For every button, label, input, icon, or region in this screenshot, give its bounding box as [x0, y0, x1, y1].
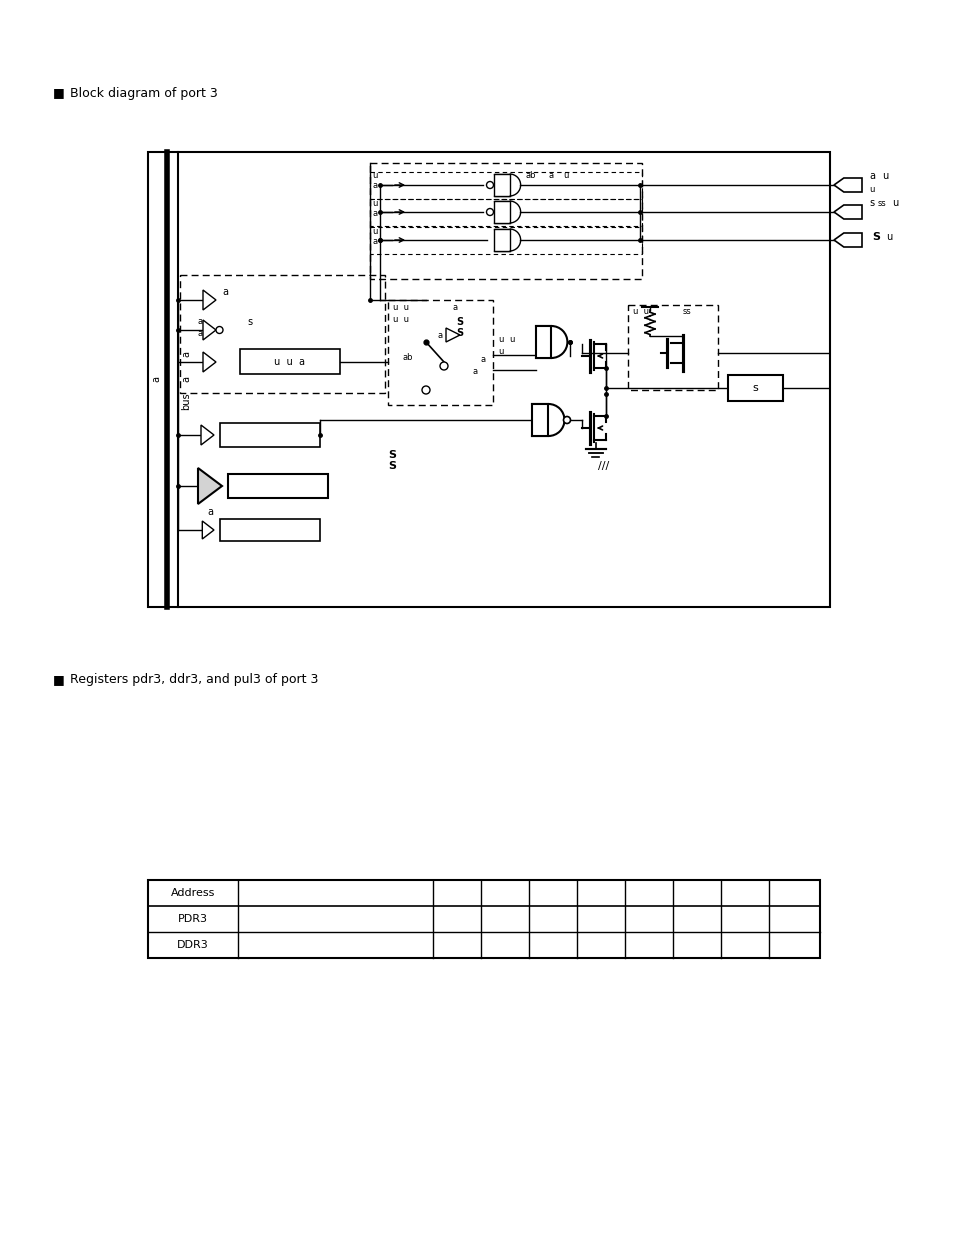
Text: s: s — [868, 198, 873, 207]
Text: u  u: u u — [393, 304, 409, 312]
Text: u: u — [868, 184, 874, 194]
Polygon shape — [446, 329, 459, 342]
Text: S: S — [456, 329, 462, 338]
Bar — [148, 152, 829, 606]
Text: a: a — [207, 508, 213, 517]
Text: a: a — [480, 356, 485, 364]
Text: S: S — [456, 317, 462, 327]
Bar — [370, 199, 641, 226]
Text: ab: ab — [525, 172, 536, 180]
Bar — [388, 300, 493, 405]
Text: u  u: u u — [393, 315, 409, 325]
Text: a: a — [197, 329, 202, 337]
Bar — [494, 228, 509, 251]
Text: ab: ab — [402, 353, 413, 363]
Text: u: u — [497, 336, 503, 345]
Text: u: u — [562, 172, 568, 180]
Text: u: u — [882, 170, 887, 182]
Polygon shape — [833, 233, 862, 247]
Text: a: a — [222, 287, 228, 296]
Text: ss: ss — [682, 306, 691, 315]
Polygon shape — [201, 425, 213, 445]
Polygon shape — [202, 521, 213, 538]
Bar — [532, 404, 548, 436]
Text: s: s — [247, 317, 253, 327]
Bar — [180, 275, 385, 393]
Polygon shape — [198, 468, 222, 504]
Text: s: s — [752, 383, 758, 393]
Text: a: a — [437, 331, 442, 340]
Bar — [727, 375, 782, 401]
Text: u: u — [497, 347, 503, 357]
Polygon shape — [203, 290, 215, 310]
Bar — [220, 424, 319, 447]
Text: u: u — [372, 199, 377, 207]
Bar — [240, 350, 339, 374]
Bar — [370, 227, 641, 254]
Text: a: a — [548, 172, 553, 180]
Text: ■: ■ — [53, 673, 65, 687]
Text: ///: /// — [598, 461, 609, 471]
Text: a: a — [151, 375, 161, 382]
Bar — [627, 305, 718, 390]
Text: S: S — [388, 461, 395, 471]
Bar — [220, 519, 319, 541]
Text: a: a — [868, 170, 874, 182]
Bar — [148, 881, 820, 958]
Bar — [494, 201, 509, 224]
Text: u  u: u u — [633, 306, 648, 315]
Text: u: u — [891, 198, 898, 207]
Text: ■: ■ — [53, 86, 65, 100]
Text: S: S — [388, 450, 395, 459]
Text: DDR3: DDR3 — [177, 940, 209, 950]
Text: u: u — [885, 232, 891, 242]
Polygon shape — [833, 205, 862, 219]
Text: a: a — [453, 304, 457, 312]
Circle shape — [439, 362, 448, 370]
Text: PDR3: PDR3 — [178, 914, 208, 924]
Text: u  u  a: u u a — [274, 357, 305, 367]
Polygon shape — [203, 352, 215, 372]
Text: u: u — [509, 336, 514, 345]
Text: a: a — [472, 368, 477, 377]
Text: Registers pdr3, ddr3, and pul3 of port 3: Registers pdr3, ddr3, and pul3 of port 3 — [70, 673, 318, 687]
Bar — [494, 174, 509, 196]
Circle shape — [563, 416, 570, 424]
Text: Block diagram of port 3: Block diagram of port 3 — [70, 86, 217, 100]
Text: Address: Address — [171, 888, 215, 898]
Polygon shape — [833, 178, 862, 191]
Bar — [370, 172, 641, 199]
Text: a: a — [372, 209, 377, 217]
Circle shape — [486, 182, 493, 189]
Text: S: S — [871, 232, 879, 242]
Circle shape — [421, 387, 430, 394]
Text: bus: bus — [181, 393, 191, 410]
Text: u: u — [372, 172, 377, 180]
Text: a: a — [372, 236, 377, 246]
Polygon shape — [203, 320, 215, 340]
Bar — [228, 474, 328, 498]
Text: a: a — [181, 351, 191, 357]
Text: a: a — [181, 375, 191, 382]
Bar — [536, 326, 551, 358]
Text: u: u — [372, 226, 377, 236]
Circle shape — [215, 326, 223, 333]
Text: a: a — [197, 317, 202, 326]
Text: ss: ss — [877, 199, 886, 207]
Bar — [370, 163, 641, 279]
Circle shape — [486, 209, 493, 215]
Text: a: a — [372, 182, 377, 190]
